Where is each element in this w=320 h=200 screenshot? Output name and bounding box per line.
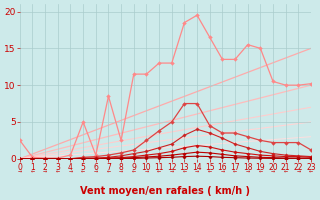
X-axis label: Vent moyen/en rafales ( km/h ): Vent moyen/en rafales ( km/h ) (80, 186, 251, 196)
